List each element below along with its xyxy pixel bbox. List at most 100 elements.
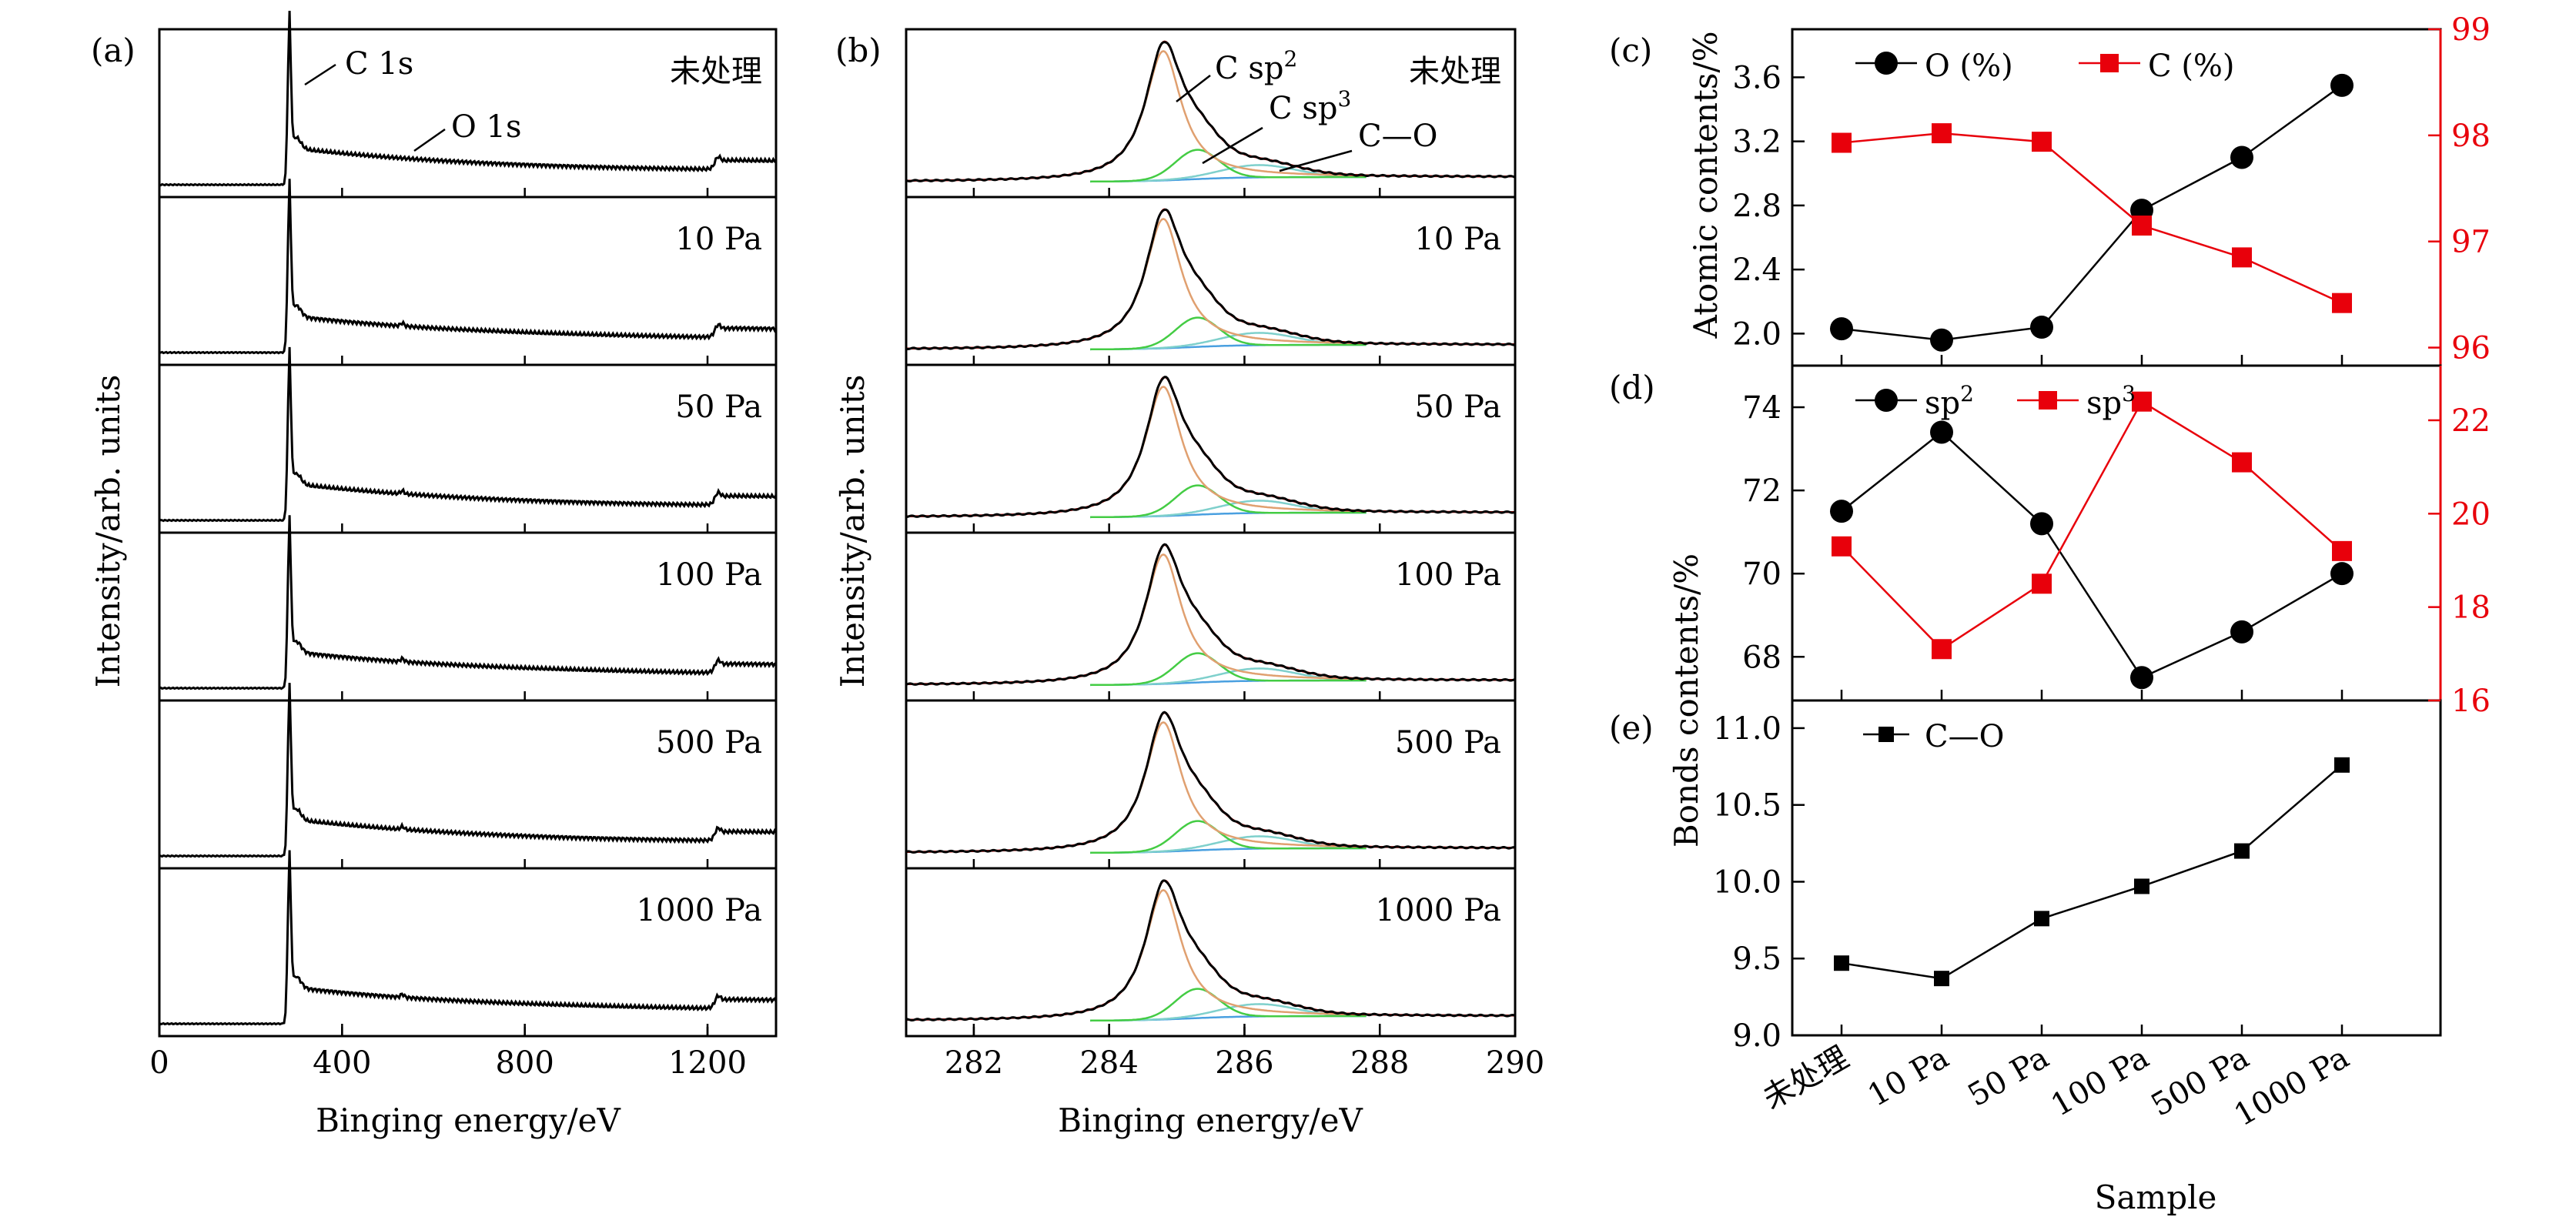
data-point-c-0-4: [2230, 145, 2253, 169]
csp2-annotation-main: C sp: [1215, 51, 1283, 86]
measured-spectrum-line-1: [905, 208, 1516, 351]
sp3-component-line-2: [1090, 484, 1367, 519]
xtick-label-a-1: 400: [313, 1045, 371, 1081]
xtick-label-b-2: 286: [1215, 1045, 1273, 1081]
subplot-frame-a-5: [158, 867, 778, 1038]
legend-sp3-main: sp: [2086, 386, 2122, 421]
legend-c-label: C (%): [2148, 48, 2235, 84]
data-point-e-0-0: [1834, 955, 1849, 971]
xaxis-title-a: Binging energy/eV: [316, 1102, 621, 1139]
survey-spectrum-line-2: [159, 346, 778, 523]
yaxis-title-e: Bonds contents/%: [1668, 553, 1705, 848]
data-point-c-0-5: [2330, 73, 2354, 97]
frames-layer: [158, 28, 2442, 1038]
ytick-left-label-e-1: 9.5: [1732, 941, 1781, 977]
sample-label-b-1: 10 Pa: [1414, 222, 1501, 257]
ytick-left-label-e-4: 11.0: [1713, 711, 1781, 747]
curves-layer: [159, 10, 2354, 1026]
survey-spectrum-line-3: [159, 515, 777, 690]
xaxis-title-b: Binging energy/eV: [1058, 1102, 1363, 1139]
sample-label-b-5: 1000 Pa: [1376, 893, 1501, 928]
csp3-annotation: C sp3: [1269, 86, 1351, 126]
ytick-right-label-d-0: 16: [2451, 684, 2491, 719]
series-line-c-1: [1841, 132, 2343, 304]
data-point-d-0-5: [2330, 562, 2354, 586]
legend-sp3-marker: [2039, 391, 2057, 410]
measured-spectrum-line-0: [905, 41, 1516, 183]
yaxis-title-c: Atomic contents/%: [1687, 31, 1725, 339]
xtick-label-a-0: 0: [149, 1045, 169, 1081]
o1s-leader-line: [413, 128, 446, 152]
legend-o-label: O (%): [1925, 48, 2013, 84]
sample-label-a-0: 未处理: [670, 54, 762, 89]
panel-label-e: (e): [1609, 709, 1654, 747]
ytick-left-label-c-2: 2.8: [1732, 189, 1781, 224]
xtick-label-b-0: 282: [945, 1045, 1003, 1081]
ytick-left-label-c-4: 3.6: [1732, 60, 1781, 95]
legend-c-marker: [2100, 54, 2119, 72]
series-line-d-0: [1841, 430, 2343, 679]
ytick-right-label-c-3: 99: [2451, 12, 2491, 48]
measured-spectrum-line-4: [905, 710, 1515, 854]
measured-spectrum-line-5: [906, 879, 1516, 1022]
legend-sp2-sup: 2: [1960, 381, 1974, 406]
data-point-d-1-0: [1832, 536, 1852, 557]
survey-spectrum-line-4: [159, 683, 778, 858]
co-leader-line: [1279, 149, 1353, 172]
yaxis-title-b: Intensity/arb. units: [834, 375, 871, 688]
data-point-c-1-2: [2032, 132, 2052, 152]
data-point-c-1-3: [2132, 216, 2152, 236]
co-annotation: C—O: [1358, 119, 1437, 154]
data-point-e-0-2: [2034, 911, 2049, 927]
csp2-annotation: C sp2: [1215, 46, 1297, 86]
ytick-left-label-e-3: 10.5: [1713, 788, 1781, 824]
xtick-label-a-2: 800: [495, 1045, 554, 1081]
o1s-annotation: O 1s: [451, 109, 521, 145]
data-point-d-1-1: [1932, 639, 1952, 660]
xtick-label-b-1: 284: [1079, 1045, 1138, 1081]
sample-label-a-5: 1000 Pa: [637, 893, 762, 928]
sp3-component-line-0: [1090, 149, 1367, 183]
ytick-right-label-c-0: 96: [2451, 331, 2491, 366]
data-point-e-0-4: [2234, 843, 2250, 859]
ytick-left-label-e-0: 9.0: [1732, 1018, 1781, 1054]
ytick-left-label-d-0: 68: [1742, 640, 1781, 675]
yaxis-title-a: Intensity/arb. units: [89, 375, 127, 688]
sp3-component-line-4: [1090, 820, 1367, 854]
subplot-frame-b-5: [905, 867, 1517, 1038]
panel-label-b: (b): [835, 32, 882, 69]
data-point-e-0-5: [2334, 757, 2350, 773]
data-point-c-0-2: [2030, 316, 2053, 339]
survey-spectrum-line-5: [159, 850, 778, 1026]
sample-label-a-4: 500 Pa: [656, 725, 762, 761]
legend-sp2-marker: [1875, 389, 1898, 412]
ytick-right-label-d-1: 18: [2451, 590, 2491, 626]
panel-label-d: (d): [1609, 369, 1655, 406]
csp3-annotation-main: C sp: [1269, 91, 1337, 126]
data-point-e-0-3: [2134, 878, 2149, 894]
legend-o-marker: [1875, 52, 1898, 75]
series-line-c-0: [1841, 84, 2343, 341]
ytick-left-label-c-0: 2.0: [1732, 316, 1781, 352]
csp2-leader-line: [1176, 75, 1211, 102]
xaxis-title-sample: Sample: [2095, 1179, 2217, 1216]
data-point-d-0-2: [2030, 512, 2053, 536]
xtick-label-a-3: 1200: [668, 1045, 747, 1081]
data-point-c-1-5: [2332, 293, 2352, 313]
legend-co-label: C—O: [1925, 719, 2004, 754]
measured-spectrum-line-2: [905, 376, 1516, 518]
data-point-d-0-4: [2230, 620, 2253, 644]
c1s-leader-line: [304, 63, 336, 86]
legend-sp2-label: sp2: [1925, 381, 1974, 421]
legend-co-marker: [1878, 727, 1894, 742]
series-line-d-1: [1841, 400, 2343, 650]
data-point-d-1-3: [2132, 391, 2152, 412]
data-point-d-1-5: [2332, 540, 2352, 561]
ytick-right-label-d-3: 22: [2451, 403, 2491, 439]
ytick-left-label-c-3: 3.2: [1732, 125, 1781, 160]
ytick-left-label-e-2: 10.0: [1713, 864, 1781, 900]
ytick-left-label-d-3: 74: [1742, 390, 1781, 426]
sample-label-b-3: 100 Pa: [1395, 557, 1501, 593]
ytick-left-label-d-2: 72: [1742, 473, 1781, 509]
